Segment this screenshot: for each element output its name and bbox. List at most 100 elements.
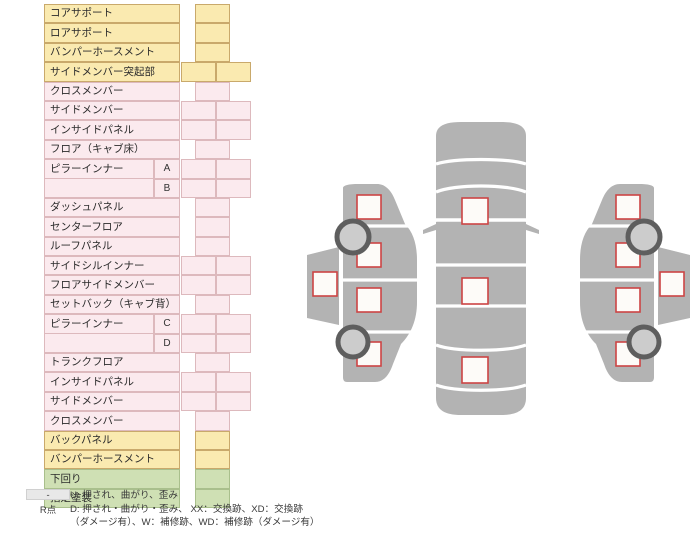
top-divider-1	[435, 157, 527, 166]
grid-cell-center	[195, 469, 230, 489]
table-row: バンパーホースメント	[44, 449, 259, 470]
row-label: サイドシルインナー	[44, 256, 180, 276]
table-row: セットバック（キャブ背）	[44, 294, 259, 315]
legend-row-1: - U: 押され、曲がり、歪み	[26, 489, 446, 503]
table-row: インサイドパネル	[44, 120, 259, 140]
grid-cell-center	[195, 488, 230, 509]
vehicle-damage-diagram	[305, 120, 692, 420]
top-down-view	[422, 122, 540, 415]
damage-assessment-table: コアサポート ロアサポート バンパーホースメント サイドメンバー突起部 クロスメンバーサ…	[44, 4, 259, 509]
grid-cell-center	[195, 197, 230, 218]
grid-cell-center	[195, 4, 230, 24]
right-side-view	[580, 184, 690, 382]
row-label: トランクフロア	[44, 353, 180, 373]
grid-cell-center	[195, 236, 230, 257]
row-label: ピラーインナー	[44, 314, 154, 334]
table-row: バックパネル	[44, 430, 259, 450]
row-label: ダッシュパネル	[44, 197, 180, 218]
row-label: ピラーインナー	[44, 159, 154, 179]
mirror-notch-band	[423, 224, 539, 234]
grid-cell-left	[181, 333, 216, 354]
table-row: ピラーインナー C	[44, 314, 259, 334]
grid-cell-center	[195, 23, 230, 43]
grid-cell-left	[181, 62, 216, 82]
row-label: サイドメンバー突起部	[44, 62, 180, 82]
legend-key-dash: -	[26, 489, 70, 500]
grid-cell-left	[181, 120, 216, 140]
grid-cell-left	[181, 256, 216, 276]
table-row: D	[44, 333, 259, 354]
grid-cell-right	[216, 391, 251, 412]
table-row: 下回り	[44, 469, 259, 489]
grid-cell-center	[195, 294, 230, 315]
marker-top-3	[461, 356, 489, 384]
grid-cell-center	[195, 42, 230, 63]
grid-cell-right	[216, 159, 251, 179]
row-label	[44, 333, 154, 354]
marker-right-3	[615, 287, 641, 313]
top-divider-3	[435, 343, 527, 352]
row-label: バンパーホースメント	[44, 449, 180, 470]
row-label: 指定塗装	[44, 488, 180, 509]
grid-cell-left	[181, 314, 216, 334]
legend-text-1: U: 押され、曲がり、歪み	[70, 490, 178, 501]
grid-cell-left	[181, 178, 216, 198]
table-row: ダッシュパネル	[44, 197, 259, 218]
row-label: クロスメンバー	[44, 81, 180, 101]
row-label: センターフロア	[44, 217, 180, 237]
table-row: ルーフパネル	[44, 236, 259, 257]
row-sub-label: C	[154, 314, 180, 334]
grid-cell-left	[181, 159, 216, 179]
row-label: インサイドパネル	[44, 120, 180, 140]
grid-cell-left	[181, 275, 216, 295]
row-label: フロアサイドメンバー	[44, 275, 180, 295]
row-label: クロスメンバー	[44, 411, 180, 431]
row-sub-label: D	[154, 333, 180, 354]
grid-cell-center	[195, 353, 230, 373]
table-row: クロスメンバー	[44, 411, 259, 431]
left-rear-wheel	[335, 324, 371, 360]
table-row: フロアサイドメンバー	[44, 275, 259, 295]
grid-cell-left	[181, 100, 216, 121]
grid-cell-left	[181, 372, 216, 392]
row-sub-label: A	[154, 159, 180, 179]
marker-top-2	[461, 277, 489, 305]
grid-cell-right	[216, 178, 251, 198]
table-row: ロアサポート	[44, 23, 259, 43]
roof-silhouette	[436, 122, 526, 415]
table-row: サイドメンバー突起部	[44, 62, 259, 82]
grid-cell-right	[216, 314, 251, 334]
grid-cell-right	[216, 256, 251, 276]
marker-left-3	[356, 287, 382, 313]
top-divider-4	[435, 383, 527, 392]
row-label: ロアサポート	[44, 23, 180, 43]
table-row: センターフロア	[44, 217, 259, 237]
row-label: インサイドパネル	[44, 372, 180, 392]
legend-key-rpoint: R点	[39, 503, 57, 515]
row-label: ルーフパネル	[44, 236, 180, 257]
right-rear-wheel	[626, 324, 662, 360]
table-row: トランクフロア	[44, 353, 259, 373]
legend-text-2: D: 押され・曲がり・歪み、 XX：交換跡、XD：交換跡	[70, 503, 303, 515]
legend-row-2: R点 D: 押され・曲がり・歪み、 XX：交換跡、XD：交換跡	[26, 503, 446, 517]
grid-cell-center	[195, 217, 230, 237]
grid-cell-center	[195, 81, 230, 101]
top-divider-2	[435, 184, 527, 194]
grid-cell-right	[216, 275, 251, 295]
grid-cell-center	[195, 411, 230, 431]
left-front-wheel	[334, 218, 372, 256]
row-label	[44, 178, 154, 198]
grid-cell-center	[195, 449, 230, 470]
grid-cell-left	[181, 391, 216, 412]
table-row: コアサポート	[44, 4, 259, 24]
marker-right-panel	[659, 271, 685, 297]
row-label: 下回り	[44, 469, 180, 489]
grid-cell-right	[216, 372, 251, 392]
grid-cell-right	[216, 120, 251, 140]
table-row: クロスメンバー	[44, 81, 259, 101]
row-label: サイドメンバー	[44, 100, 180, 121]
table-row: インサイドパネル	[44, 372, 259, 392]
table-row: B	[44, 178, 259, 198]
row-label: コアサポート	[44, 4, 180, 24]
row-label: バンパーホースメント	[44, 42, 180, 63]
